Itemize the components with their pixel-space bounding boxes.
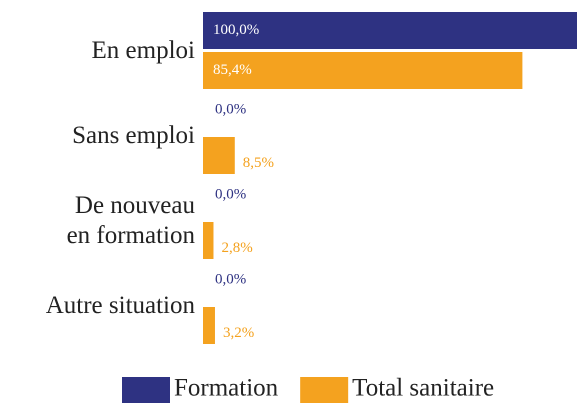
bar: [203, 12, 577, 49]
value-label: 100,0%: [213, 22, 259, 38]
legend-label: Total sanitaire: [352, 375, 494, 402]
bar: [203, 307, 215, 344]
value-label: 0,0%: [215, 271, 246, 287]
value-label: 3,2%: [223, 325, 254, 341]
value-label: 2,8%: [221, 240, 252, 256]
category-label: En emploi: [91, 36, 195, 64]
legend-label: Formation: [174, 375, 279, 402]
legend-swatch: [300, 377, 349, 403]
value-label: 0,0%: [215, 101, 246, 117]
value-label: 8,5%: [243, 155, 274, 171]
value-label: 85,4%: [213, 62, 252, 78]
value-label: 0,0%: [215, 186, 246, 202]
bar: [203, 137, 235, 174]
category-label: De nouveau en formation: [66, 191, 195, 249]
bar: [203, 52, 523, 89]
category-label: Sans emploi: [72, 121, 195, 149]
category-label: Autre situation: [45, 291, 195, 319]
bar: [203, 222, 214, 259]
legend-swatch: [122, 377, 170, 403]
